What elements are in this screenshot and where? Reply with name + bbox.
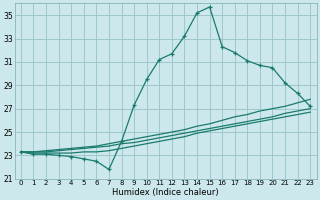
X-axis label: Humidex (Indice chaleur): Humidex (Indice chaleur) — [112, 188, 219, 197]
